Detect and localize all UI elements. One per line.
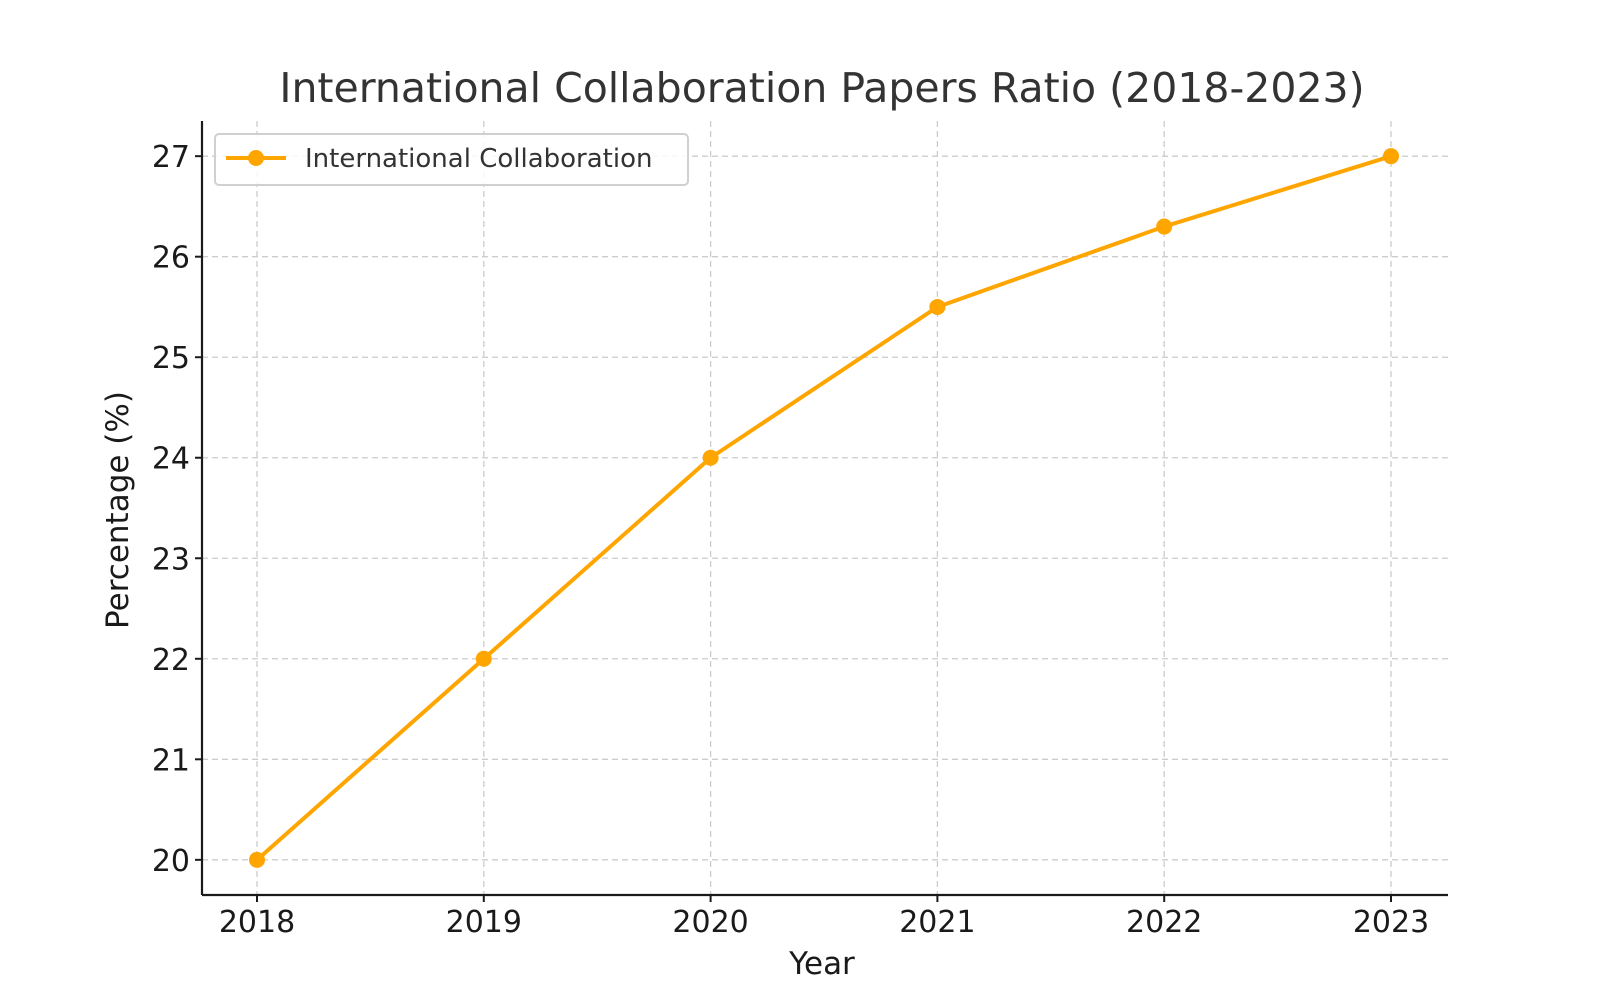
x-tick-label: 2021 bbox=[899, 905, 975, 940]
x-tick-label: 2018 bbox=[219, 905, 295, 940]
y-tick-label: 23 bbox=[152, 542, 190, 577]
grid bbox=[202, 121, 1448, 895]
data-point bbox=[249, 851, 265, 868]
legend-box bbox=[214, 133, 689, 186]
legend: International Collaboration bbox=[214, 133, 689, 186]
y-tick-label: 22 bbox=[152, 643, 190, 678]
data-point bbox=[1383, 148, 1399, 165]
data-point bbox=[702, 449, 719, 466]
data-point bbox=[929, 298, 946, 315]
y-tick-label: 20 bbox=[152, 844, 190, 879]
x-axis-label: Year bbox=[788, 946, 855, 982]
x-tick-label: 2019 bbox=[446, 905, 522, 940]
legend-label: International Collaboration bbox=[305, 144, 652, 174]
chart-title: International Collaboration Papers Ratio… bbox=[279, 64, 1364, 112]
data-point bbox=[1156, 218, 1173, 235]
x-tick-label: 2023 bbox=[1353, 905, 1429, 940]
axes bbox=[195, 121, 1448, 902]
y-tick-label: 25 bbox=[152, 341, 190, 376]
series-group bbox=[249, 148, 1399, 868]
y-axis-label: Percentage (%) bbox=[100, 391, 136, 629]
y-tick-label: 21 bbox=[152, 743, 190, 778]
y-tick-label: 26 bbox=[152, 241, 190, 276]
data-point bbox=[475, 650, 492, 667]
series-line bbox=[255, 154, 1393, 862]
legend-marker-icon bbox=[248, 150, 264, 166]
y-tick-label: 24 bbox=[152, 442, 190, 477]
x-tick-label: 2022 bbox=[1126, 905, 1202, 940]
x-tick-label: 2020 bbox=[672, 905, 748, 940]
y-tick-label: 27 bbox=[152, 140, 190, 175]
